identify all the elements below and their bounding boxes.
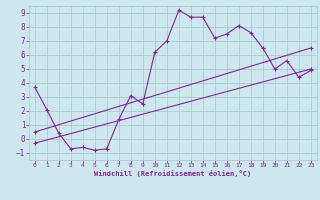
X-axis label: Windchill (Refroidissement éolien,°C): Windchill (Refroidissement éolien,°C) bbox=[94, 170, 252, 177]
